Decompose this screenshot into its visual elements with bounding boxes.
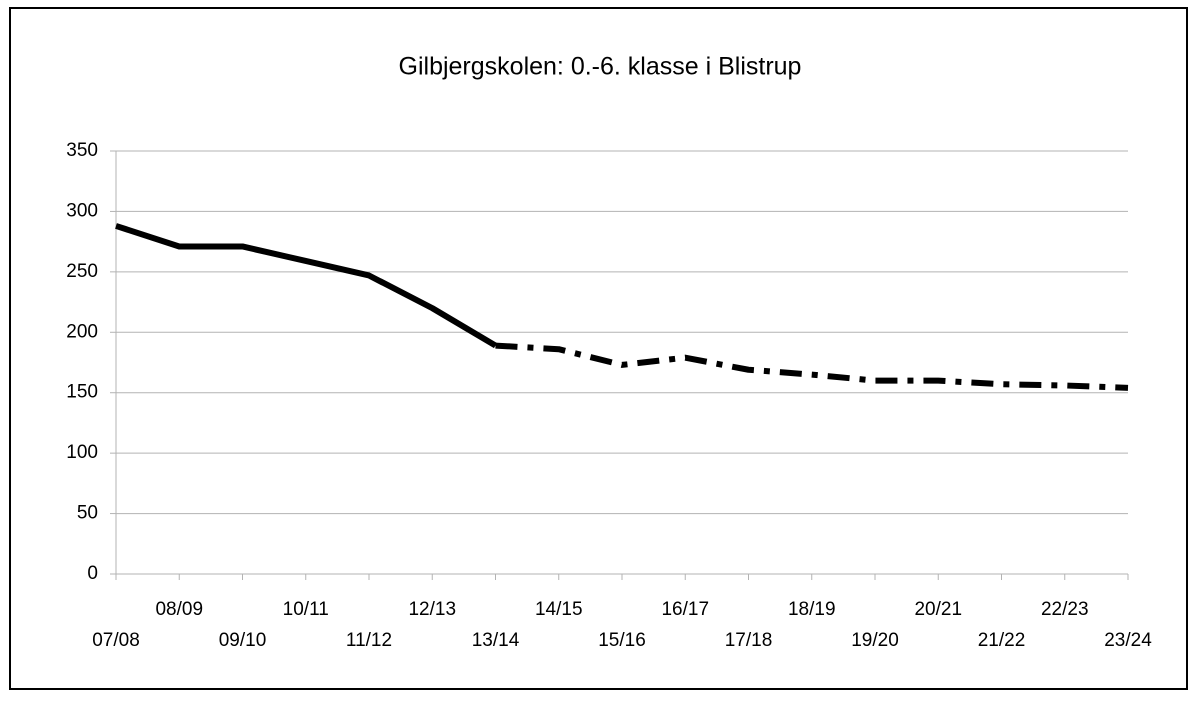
chart-title: Gilbjergskolen: 0.-6. klasse i Blistrup: [399, 53, 802, 81]
y-tick-label: 300: [66, 200, 98, 221]
x-tick-label: 23/24: [1104, 630, 1152, 651]
x-tick-label: 15/16: [598, 630, 646, 651]
x-tick-label: 21/22: [978, 630, 1026, 651]
y-tick-label: 0: [87, 563, 98, 584]
y-tick-label: 350: [66, 140, 98, 161]
x-tick-label: 08/09: [155, 599, 203, 620]
x-tick-label: 16/17: [661, 599, 709, 620]
x-tick-label: 22/23: [1041, 599, 1089, 620]
x-tick-label: 13/14: [472, 630, 520, 651]
x-tick-label: 12/13: [408, 599, 456, 620]
line-series: [495, 342, 1129, 391]
y-tick-label: 150: [66, 382, 98, 403]
x-tick-label: 14/15: [535, 599, 583, 620]
x-tick-label: 20/21: [914, 599, 962, 620]
x-tick-label: 09/10: [219, 630, 267, 651]
x-tick-label: 10/11: [283, 599, 329, 620]
x-tick-label: 11/12: [346, 630, 392, 651]
x-tick-label: 07/08: [92, 630, 140, 651]
x-tick-label: 17/18: [725, 630, 773, 651]
line-series: [115, 223, 498, 349]
x-tick-label: 18/19: [788, 599, 836, 620]
y-tick-label: 250: [66, 261, 98, 282]
y-tick-label: 100: [66, 442, 98, 463]
y-tick-label: 200: [66, 321, 98, 342]
x-tick-label: 19/20: [851, 630, 899, 651]
chart-frame: [9, 7, 1188, 690]
y-tick-label: 50: [77, 503, 98, 524]
